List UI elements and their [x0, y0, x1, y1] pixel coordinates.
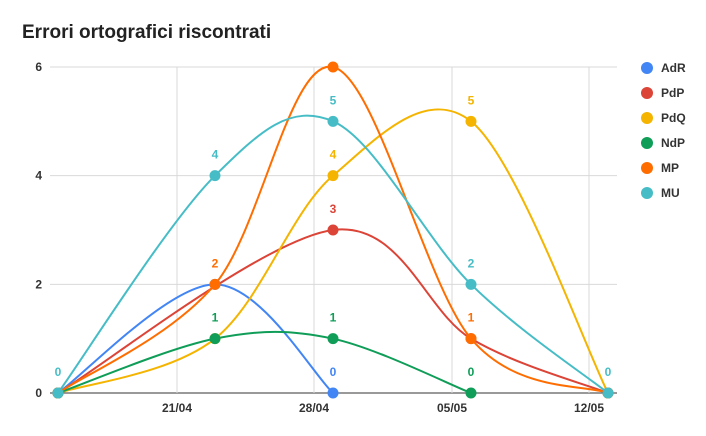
data-point-mu	[209, 170, 221, 182]
y-tick-label: 4	[35, 169, 42, 183]
data-point-mu	[327, 115, 339, 127]
legend-label: AdR	[661, 61, 686, 75]
legend-marker	[641, 187, 653, 199]
legend-label: PdQ	[661, 111, 686, 125]
data-point-mp	[327, 61, 339, 73]
y-tick-label: 6	[35, 60, 42, 74]
data-point-pdq	[465, 115, 477, 127]
data-labels: 0 4 2 1 5 4 3 1 0 5 2 1 0 0	[55, 93, 612, 379]
series-group	[52, 61, 614, 399]
x-tick-label: 28/04	[299, 401, 329, 415]
legend-marker	[641, 112, 653, 124]
y-tick-label: 2	[35, 277, 42, 291]
data-point-ndp	[209, 333, 221, 345]
data-label: 5	[468, 93, 475, 107]
data-point-ndp	[327, 333, 339, 345]
data-label: 1	[212, 311, 219, 325]
x-tick-label: 05/05	[437, 401, 467, 415]
data-label: 4	[330, 148, 337, 162]
x-tick-label: 21/04	[162, 401, 192, 415]
legend-label: PdP	[661, 86, 684, 100]
legend-label: MP	[661, 161, 679, 175]
legend: AdR PdP PdQ NdP MP MU	[641, 61, 686, 200]
data-point-mu	[465, 278, 477, 290]
series-line-ndp	[57, 330, 472, 394]
chart-title: Errori ortografici riscontrati	[22, 22, 272, 43]
gridlines: 0 2 4 6 21/04 28/04 05/05 12/05	[35, 60, 617, 415]
data-label: 0	[468, 365, 475, 379]
data-point-pdp	[327, 224, 339, 236]
data-point-mp	[465, 333, 477, 345]
legend-marker	[641, 62, 653, 74]
data-point-mu	[602, 387, 614, 399]
data-label: 0	[605, 365, 612, 379]
data-point-pdq	[327, 170, 339, 182]
legend-marker	[641, 87, 653, 99]
data-point-mp	[209, 278, 221, 290]
data-label: 1	[330, 311, 337, 325]
data-point-adr	[327, 387, 339, 399]
series-line-pdp	[57, 228, 609, 394]
data-label: 2	[468, 256, 475, 270]
data-label: 3	[330, 202, 337, 216]
data-label: 5	[330, 93, 337, 107]
legend-label: MU	[661, 186, 680, 200]
data-label: 0	[330, 365, 337, 379]
x-tick-label: 12/05	[574, 401, 604, 415]
data-label: 2	[212, 256, 219, 270]
y-tick-label: 0	[35, 386, 42, 400]
data-label: 0	[55, 365, 62, 379]
legend-marker	[641, 162, 653, 174]
data-point-mu	[52, 387, 64, 399]
legend-label: NdP	[661, 136, 685, 150]
series-line-pdq	[57, 108, 609, 394]
legend-marker	[641, 137, 653, 149]
data-label: 1	[468, 311, 475, 325]
data-point-ndp	[465, 387, 477, 399]
data-label: 4	[212, 148, 219, 162]
